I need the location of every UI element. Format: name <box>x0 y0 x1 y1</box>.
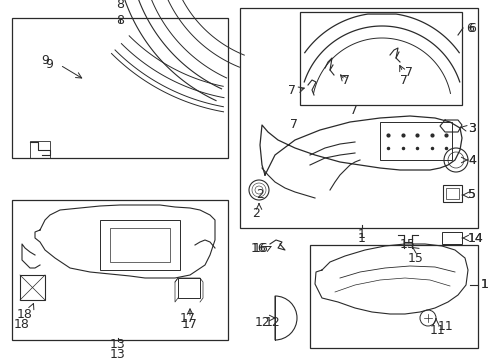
Text: 17: 17 <box>180 311 196 324</box>
Text: 14: 14 <box>467 231 483 244</box>
Text: 7: 7 <box>341 73 349 86</box>
Text: 15: 15 <box>407 252 423 265</box>
Text: 11: 11 <box>429 324 445 337</box>
Bar <box>30 141 50 158</box>
Text: 13: 13 <box>110 338 125 351</box>
Bar <box>442 185 461 202</box>
Text: 18: 18 <box>14 318 30 331</box>
Bar <box>178 278 200 298</box>
Bar <box>299 12 461 105</box>
Bar <box>309 245 477 348</box>
Bar <box>12 18 227 158</box>
Text: 12: 12 <box>254 315 269 328</box>
Text: 9: 9 <box>41 54 49 67</box>
Text: 11: 11 <box>437 320 453 333</box>
Text: 15: 15 <box>399 238 415 252</box>
Text: 14: 14 <box>467 231 483 244</box>
Text: 13: 13 <box>110 348 125 360</box>
Text: 7: 7 <box>289 118 297 131</box>
Bar <box>20 275 45 300</box>
Text: 9: 9 <box>45 58 53 72</box>
Text: 12: 12 <box>264 315 280 328</box>
Text: 10: 10 <box>480 279 488 292</box>
Text: 7: 7 <box>349 104 357 117</box>
Text: 7: 7 <box>404 66 412 78</box>
Text: 6: 6 <box>467 22 475 35</box>
Text: 16: 16 <box>252 242 267 255</box>
Text: 8: 8 <box>116 14 124 27</box>
Text: 6: 6 <box>465 22 473 35</box>
Bar <box>12 200 227 340</box>
Bar <box>445 188 458 199</box>
Text: 2: 2 <box>251 207 260 220</box>
Text: 10: 10 <box>480 279 488 292</box>
Bar <box>441 232 461 244</box>
Bar <box>110 228 170 262</box>
Text: 7: 7 <box>287 84 295 96</box>
Text: 3: 3 <box>467 122 475 135</box>
Text: 4: 4 <box>467 153 475 166</box>
Bar <box>100 220 180 270</box>
Bar <box>379 122 451 160</box>
Text: 5: 5 <box>467 189 475 202</box>
Text: 18: 18 <box>17 309 33 321</box>
Text: 7: 7 <box>399 73 407 86</box>
Text: 8: 8 <box>116 0 124 12</box>
Text: 5: 5 <box>467 189 475 202</box>
Text: 3: 3 <box>467 122 475 135</box>
Text: 1: 1 <box>357 229 365 242</box>
Text: 4: 4 <box>467 153 475 166</box>
Bar <box>240 8 477 228</box>
Text: 1: 1 <box>357 232 365 245</box>
Text: 17: 17 <box>182 318 198 331</box>
Text: 16: 16 <box>250 242 265 255</box>
Text: 2: 2 <box>256 189 264 202</box>
